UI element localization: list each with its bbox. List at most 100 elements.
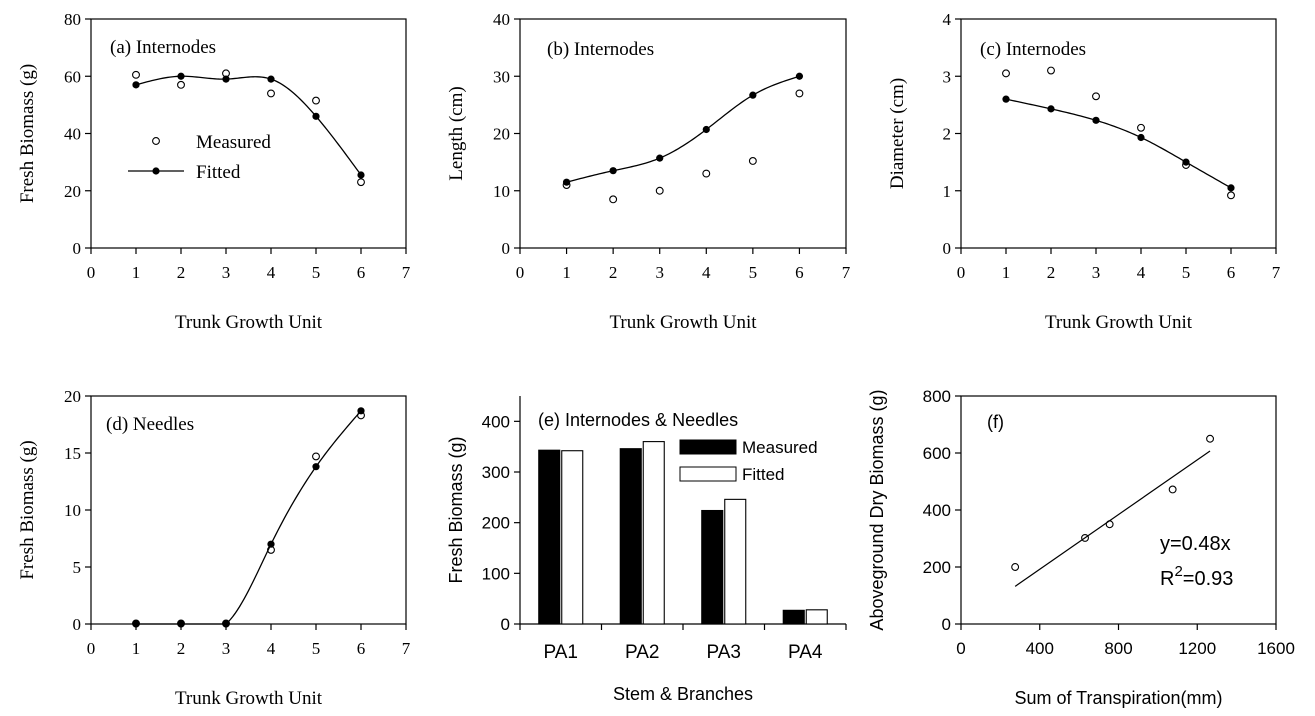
fitted-point xyxy=(177,620,185,628)
x-tick-label: 5 xyxy=(1182,263,1191,282)
chart-panel-b: 0 10 20 30 40 0 1 2 3 4 5 6 7 Trunk Growth Unit Length… xyxy=(446,10,851,333)
y-axis-label: Length (cm) xyxy=(446,86,467,180)
fitted-point xyxy=(132,620,140,628)
x-tick-label: 1 xyxy=(132,639,141,658)
r-squared-superscript: 2 xyxy=(1174,563,1182,580)
x-tick-label: 800 xyxy=(1104,639,1132,658)
x-tick-label: 3 xyxy=(222,639,231,658)
fitted-point xyxy=(177,72,185,80)
y-tick-label: 200 xyxy=(482,514,510,533)
bar-measured-pa1 xyxy=(538,449,561,625)
x-tick-label: 7 xyxy=(842,263,851,282)
measured-point xyxy=(312,452,320,461)
x-tick-label: 2 xyxy=(177,639,186,658)
r-squared-prefix: R xyxy=(1160,568,1174,590)
measured-point xyxy=(1047,66,1055,75)
y-tick-label: 100 xyxy=(482,564,510,583)
bar-fitted-pa4 xyxy=(805,609,828,625)
x-tick-label: 7 xyxy=(402,639,411,658)
x-tick-label: 3 xyxy=(655,263,664,282)
x-axis-label: Trunk Growth Unit xyxy=(175,312,323,333)
x-tick-label: 3 xyxy=(1092,263,1101,282)
x-tick-label: 4 xyxy=(702,263,711,282)
fitted-point xyxy=(702,125,710,134)
fitted-curve xyxy=(135,75,362,176)
fitted-point xyxy=(1092,116,1100,124)
chart-panel-d: 0 5 10 15 20 0 1 2 3 4 5 6 7 Trunk Growth Unit Fresh B… xyxy=(17,387,411,709)
measured-point xyxy=(357,178,365,187)
fitted-curve xyxy=(136,410,362,625)
fitted-curve xyxy=(566,75,800,183)
bar-fitted-pa1 xyxy=(561,450,584,625)
equation-label: y=0.48x xyxy=(1160,533,1231,555)
bar-measured-pa4 xyxy=(782,609,805,625)
x-tick-label: 0 xyxy=(956,639,965,658)
y-tick-label: 5 xyxy=(73,558,82,577)
panel-title: (d) Needles xyxy=(106,414,194,435)
legend-swatch-fitted xyxy=(679,466,737,482)
y-tick-label: 200 xyxy=(923,558,951,577)
x-tick-label: 1 xyxy=(132,263,141,282)
panel-title: (a) Internodes xyxy=(110,37,216,58)
measured-point xyxy=(1168,485,1177,494)
fitted-point xyxy=(1137,133,1145,142)
fitted-point xyxy=(609,167,617,175)
legend-label-fitted: Fitted xyxy=(742,465,785,484)
x-category-label: PA1 xyxy=(543,642,578,663)
fitted-point xyxy=(656,154,664,162)
fitted-point xyxy=(222,75,230,83)
x-tick-label: 6 xyxy=(795,263,804,282)
x-tick-label: 6 xyxy=(357,639,366,658)
x-tick-label: 0 xyxy=(516,263,525,282)
fitted-point xyxy=(312,463,320,471)
legend-label-fitted: Fitted xyxy=(196,162,241,183)
fitted-curve xyxy=(1005,98,1232,189)
fitted-point xyxy=(749,91,757,99)
y-tick-label: 60 xyxy=(64,67,81,86)
panel-title: (f) xyxy=(987,412,1004,432)
fitted-point xyxy=(222,620,230,628)
fitted-point xyxy=(312,112,320,120)
x-axis-label: Stem & Branches xyxy=(613,684,753,704)
x-tick-label: 4 xyxy=(267,639,276,658)
y-tick-label: 10 xyxy=(64,501,81,520)
measured-point xyxy=(1206,434,1214,443)
x-tick-label: 7 xyxy=(402,263,411,282)
panel-title: (e) Internodes & Needles xyxy=(538,410,738,430)
x-tick-label: 2 xyxy=(609,263,618,282)
x-tick-label: 3 xyxy=(222,263,231,282)
fitted-point xyxy=(357,171,365,179)
measured-point xyxy=(702,169,711,178)
x-tick-label: 5 xyxy=(749,263,758,282)
fitted-point xyxy=(267,540,275,548)
bar-fitted-pa2 xyxy=(642,441,665,625)
x-tick-label: 0 xyxy=(87,639,96,658)
legend-swatch-measured xyxy=(679,439,737,455)
bar-measured-pa2 xyxy=(619,448,642,625)
x-tick-label: 400 xyxy=(1026,639,1054,658)
y-tick-label: 4 xyxy=(943,10,952,29)
x-category-label: PA2 xyxy=(625,642,660,663)
x-axis-label: Sum of Transpiration(mm) xyxy=(1014,688,1222,708)
y-tick-label: 40 xyxy=(493,10,510,29)
x-category-label: PA4 xyxy=(788,642,823,663)
x-tick-label: 4 xyxy=(267,263,276,282)
y-tick-label: 0 xyxy=(73,239,82,258)
y-tick-label: 15 xyxy=(64,444,81,463)
x-tick-label: 7 xyxy=(1272,263,1281,282)
y-tick-label: 0 xyxy=(502,239,511,258)
panel-title: (b) Internodes xyxy=(547,39,654,60)
measured-point xyxy=(312,96,320,105)
fitted-point xyxy=(795,72,804,80)
chart-panel-e: 0 100 200 300 400 PA1 PA2 PA3 PA4 Stem & Branches… xyxy=(446,396,847,704)
measured-point xyxy=(655,186,664,195)
y-tick-label: 400 xyxy=(482,412,510,431)
x-axis-label: Trunk Growth Unit xyxy=(175,688,323,709)
x-tick-label: 2 xyxy=(177,263,186,282)
x-tick-label: 2 xyxy=(1047,263,1056,282)
measured-point xyxy=(1227,191,1235,200)
measured-point xyxy=(177,80,185,89)
x-tick-label: 0 xyxy=(957,263,966,282)
measured-point xyxy=(1002,69,1010,78)
y-tick-label: 0 xyxy=(943,239,952,258)
